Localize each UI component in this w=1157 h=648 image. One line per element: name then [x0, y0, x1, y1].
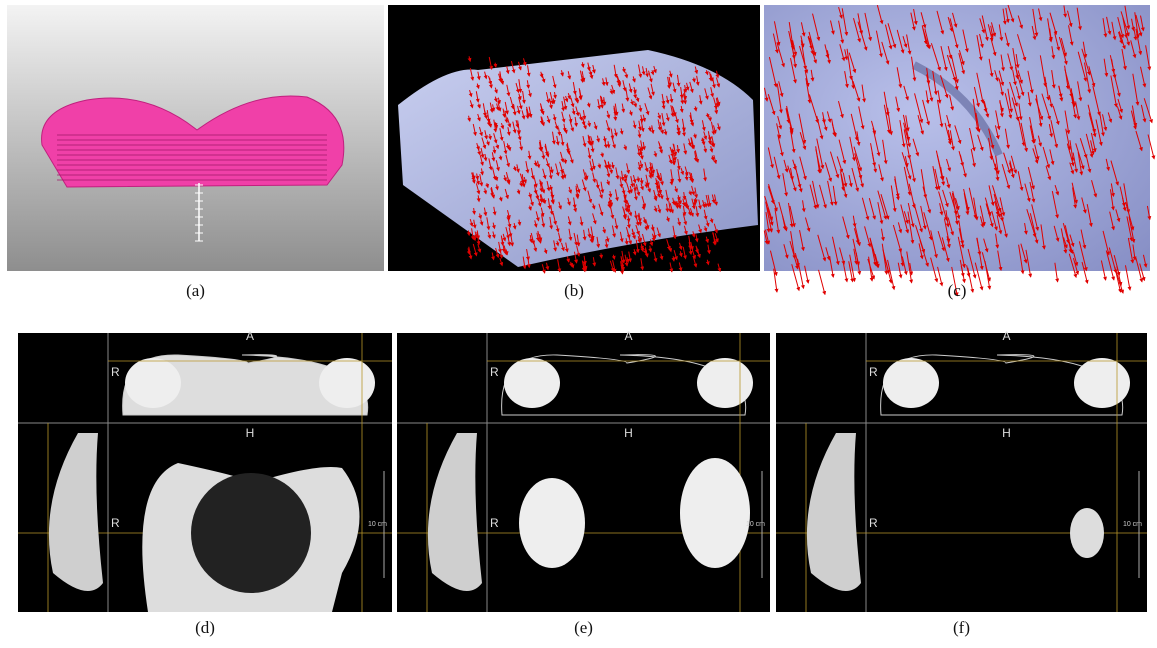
- vector-arrow: [819, 270, 825, 294]
- panel: ARHR10 cm: [18, 329, 392, 612]
- view-label: H: [1002, 426, 1011, 440]
- coronal-breast: [1070, 508, 1104, 558]
- coronal-breast: [680, 458, 750, 568]
- view-label: R: [111, 516, 120, 530]
- vector-arrow: [710, 116, 711, 121]
- axial-tissue: [125, 358, 181, 408]
- panel: ARHR10 cm: [776, 329, 1147, 612]
- caption: (a): [186, 281, 205, 300]
- figure: (a)(b)(c)ARHR10 cm(d)ARHR10 cm(e)ARHR10 …: [0, 0, 1157, 648]
- panel: [388, 5, 760, 274]
- vector-arrow: [601, 253, 602, 258]
- vector-arrow: [662, 194, 663, 199]
- panel: [764, 5, 1154, 295]
- caption: (e): [574, 618, 593, 637]
- axial-tissue: [1074, 358, 1130, 408]
- axial-tissue: [319, 358, 375, 408]
- view-label: R: [490, 516, 499, 530]
- panel: ARHR10 cm: [397, 329, 770, 612]
- view-label: A: [1002, 329, 1010, 343]
- caption: (b): [564, 281, 584, 300]
- axial-tissue: [883, 358, 939, 408]
- view-label: R: [869, 516, 878, 530]
- axial-tissue: [504, 358, 560, 408]
- vector-arrow: [565, 159, 566, 163]
- vector-arrow: [495, 63, 496, 67]
- view-label: R: [111, 365, 120, 379]
- view-label: H: [624, 426, 633, 440]
- view-label: A: [246, 329, 254, 343]
- coronal-breast: [519, 478, 585, 568]
- vector-arrow: [650, 126, 651, 130]
- view-label: A: [624, 329, 632, 343]
- vector-arrow: [696, 198, 697, 203]
- caption: (d): [195, 618, 215, 637]
- axial-tissue: [697, 358, 753, 408]
- caption: (f): [953, 618, 970, 637]
- vector-arrow: [638, 177, 639, 182]
- view-label: H: [246, 426, 255, 440]
- view-label: R: [490, 365, 499, 379]
- caption: (c): [948, 281, 967, 300]
- panel: [7, 5, 384, 271]
- view-label: R: [869, 365, 878, 379]
- coronal-chest: [191, 473, 311, 593]
